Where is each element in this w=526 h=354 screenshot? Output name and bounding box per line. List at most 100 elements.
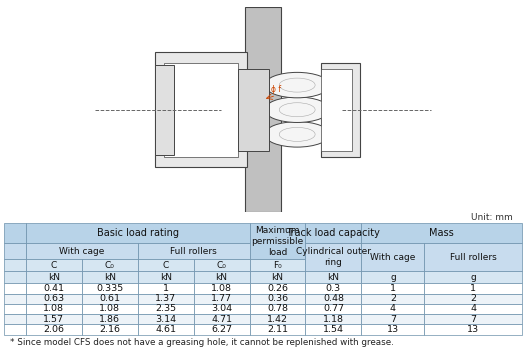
Text: With cage: With cage <box>370 253 416 262</box>
Bar <box>164 63 238 157</box>
Bar <box>361 314 424 324</box>
Bar <box>306 304 361 314</box>
Text: 3.14: 3.14 <box>155 315 176 324</box>
Bar <box>138 314 194 324</box>
Text: C₀: C₀ <box>217 261 227 270</box>
Bar <box>4 324 26 335</box>
Bar <box>249 304 306 314</box>
Bar <box>238 69 269 151</box>
Text: kN: kN <box>216 273 228 282</box>
Text: 0.26: 0.26 <box>267 284 288 293</box>
Text: 0.36: 0.36 <box>267 294 288 303</box>
Circle shape <box>279 78 315 92</box>
Bar <box>138 294 194 304</box>
Bar <box>26 243 138 259</box>
Text: 0.48: 0.48 <box>323 294 344 303</box>
Bar <box>245 7 281 212</box>
Text: Basic load rating: Basic load rating <box>97 228 179 238</box>
Bar <box>138 259 194 272</box>
Bar <box>424 324 522 335</box>
Text: 0.61: 0.61 <box>99 294 120 303</box>
Text: 3.04: 3.04 <box>211 304 232 314</box>
Bar <box>249 259 306 272</box>
Bar <box>361 284 424 294</box>
Text: Cylindrical outer
ring: Cylindrical outer ring <box>296 247 371 268</box>
Bar <box>424 314 522 324</box>
Text: Unit: mm: Unit: mm <box>471 213 513 222</box>
Text: 2.35: 2.35 <box>155 304 176 314</box>
Text: 1: 1 <box>390 284 396 293</box>
Text: 13: 13 <box>467 325 479 334</box>
Bar <box>82 272 138 284</box>
Text: C: C <box>51 261 57 270</box>
Bar <box>194 272 249 284</box>
Bar <box>424 284 522 294</box>
Bar <box>361 294 424 304</box>
Text: g: g <box>470 273 476 282</box>
Text: Maximum
permissible
load: Maximum permissible load <box>251 225 304 257</box>
Text: C₀: C₀ <box>105 261 115 270</box>
Text: 1.18: 1.18 <box>323 315 344 324</box>
Text: 13: 13 <box>387 325 399 334</box>
Text: Full rollers: Full rollers <box>170 247 217 256</box>
Bar <box>4 243 26 259</box>
Bar <box>26 223 249 243</box>
Bar <box>26 284 82 294</box>
Bar <box>361 243 424 272</box>
Bar <box>306 324 361 335</box>
Text: kN: kN <box>271 273 284 282</box>
Bar <box>26 294 82 304</box>
Text: Full rollers: Full rollers <box>450 253 497 262</box>
Bar <box>4 304 26 314</box>
Text: kN: kN <box>104 273 116 282</box>
Bar <box>306 272 361 284</box>
Text: 4: 4 <box>390 304 396 314</box>
Bar <box>424 243 522 272</box>
Text: kN: kN <box>327 273 339 282</box>
Text: 0.77: 0.77 <box>323 304 344 314</box>
Bar <box>82 304 138 314</box>
Text: 1: 1 <box>163 284 169 293</box>
Bar <box>361 304 424 314</box>
Bar <box>4 259 26 272</box>
Text: 0.41: 0.41 <box>44 284 64 293</box>
Bar <box>424 272 522 284</box>
Text: Mass: Mass <box>429 228 454 238</box>
Bar <box>306 314 361 324</box>
Circle shape <box>265 97 330 122</box>
Bar <box>138 304 194 314</box>
Text: 1.77: 1.77 <box>211 294 232 303</box>
Text: 2.11: 2.11 <box>267 325 288 334</box>
Text: kN: kN <box>48 273 60 282</box>
Text: 2: 2 <box>470 294 476 303</box>
Bar <box>194 304 249 314</box>
Text: 7: 7 <box>390 315 396 324</box>
Text: 1.08: 1.08 <box>211 284 232 293</box>
Bar <box>249 294 306 304</box>
Bar <box>306 294 361 304</box>
Text: 1.54: 1.54 <box>323 325 344 334</box>
Text: 1.08: 1.08 <box>99 304 120 314</box>
Bar <box>361 272 424 284</box>
Text: 0.335: 0.335 <box>96 284 124 293</box>
Text: With cage: With cage <box>59 247 105 256</box>
Bar <box>194 324 249 335</box>
Text: 4.61: 4.61 <box>155 325 176 334</box>
Bar <box>306 284 361 294</box>
Text: C: C <box>163 261 169 270</box>
Text: g: g <box>390 273 396 282</box>
Text: 1.57: 1.57 <box>44 315 64 324</box>
Bar <box>194 284 249 294</box>
Text: 7: 7 <box>470 315 476 324</box>
Bar <box>82 294 138 304</box>
Bar <box>138 324 194 335</box>
Bar <box>138 284 194 294</box>
Text: Track load capacity: Track load capacity <box>287 228 380 238</box>
Bar <box>155 52 247 167</box>
Bar <box>321 69 352 151</box>
Bar <box>361 223 522 243</box>
Bar <box>361 324 424 335</box>
Bar <box>26 324 82 335</box>
Bar <box>4 314 26 324</box>
Bar <box>82 284 138 294</box>
